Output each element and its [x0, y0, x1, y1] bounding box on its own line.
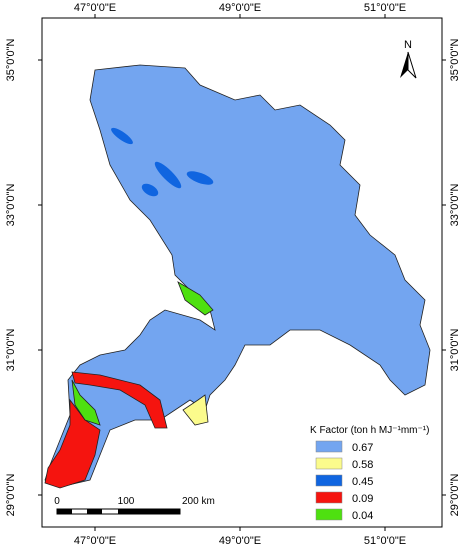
legend-title: K Factor (ton h MJ⁻¹mm⁻¹)	[310, 425, 429, 436]
north-label: N	[404, 39, 412, 51]
legend-box	[305, 420, 441, 526]
region-009	[71, 371, 168, 429]
legend-swatch	[315, 508, 343, 521]
legend-swatch	[315, 474, 343, 487]
lon-label: 51°0'0"E	[364, 535, 406, 547]
region-004	[177, 281, 214, 316]
lat-label: 29°0'0"N	[5, 474, 17, 517]
lat-label: 31°0'0"N	[449, 329, 461, 372]
scale-label: 200 km	[182, 496, 215, 507]
region-045	[111, 127, 214, 197]
region-004	[71, 379, 101, 426]
north-arrow: N	[400, 39, 417, 79]
legend-label: 0.04	[352, 510, 373, 522]
lon-label: 47°0'0"E	[74, 2, 116, 14]
region-009	[44, 398, 101, 489]
lat-label: 33°0'0"N	[449, 184, 461, 227]
lon-label: 47°0'0"E	[74, 535, 116, 547]
legend-label: 0.09	[352, 493, 373, 505]
legend-swatch	[315, 457, 343, 470]
legend-label: 0.45	[352, 476, 373, 488]
lon-label: 51°0'0"E	[364, 2, 406, 14]
lat-label: 29°0'0"N	[449, 474, 461, 517]
lon-label: 49°0'0"E	[219, 2, 261, 14]
scale-bar	[56, 508, 181, 515]
scale-label: 0	[54, 496, 60, 507]
legend-swatch	[315, 440, 343, 453]
region-058	[182, 394, 209, 426]
lat-label: 35°0'0"N	[5, 39, 17, 82]
lon-label: 49°0'0"E	[219, 535, 261, 547]
lat-label: 33°0'0"N	[5, 184, 17, 227]
lat-label: 35°0'0"N	[449, 39, 461, 82]
lat-label: 31°0'0"N	[5, 329, 17, 372]
legend-label: 0.67	[352, 442, 373, 454]
legend-label: 0.58	[352, 459, 373, 471]
legend	[305, 420, 441, 526]
scale-label: 100	[118, 496, 135, 507]
legend-swatch	[315, 491, 343, 504]
